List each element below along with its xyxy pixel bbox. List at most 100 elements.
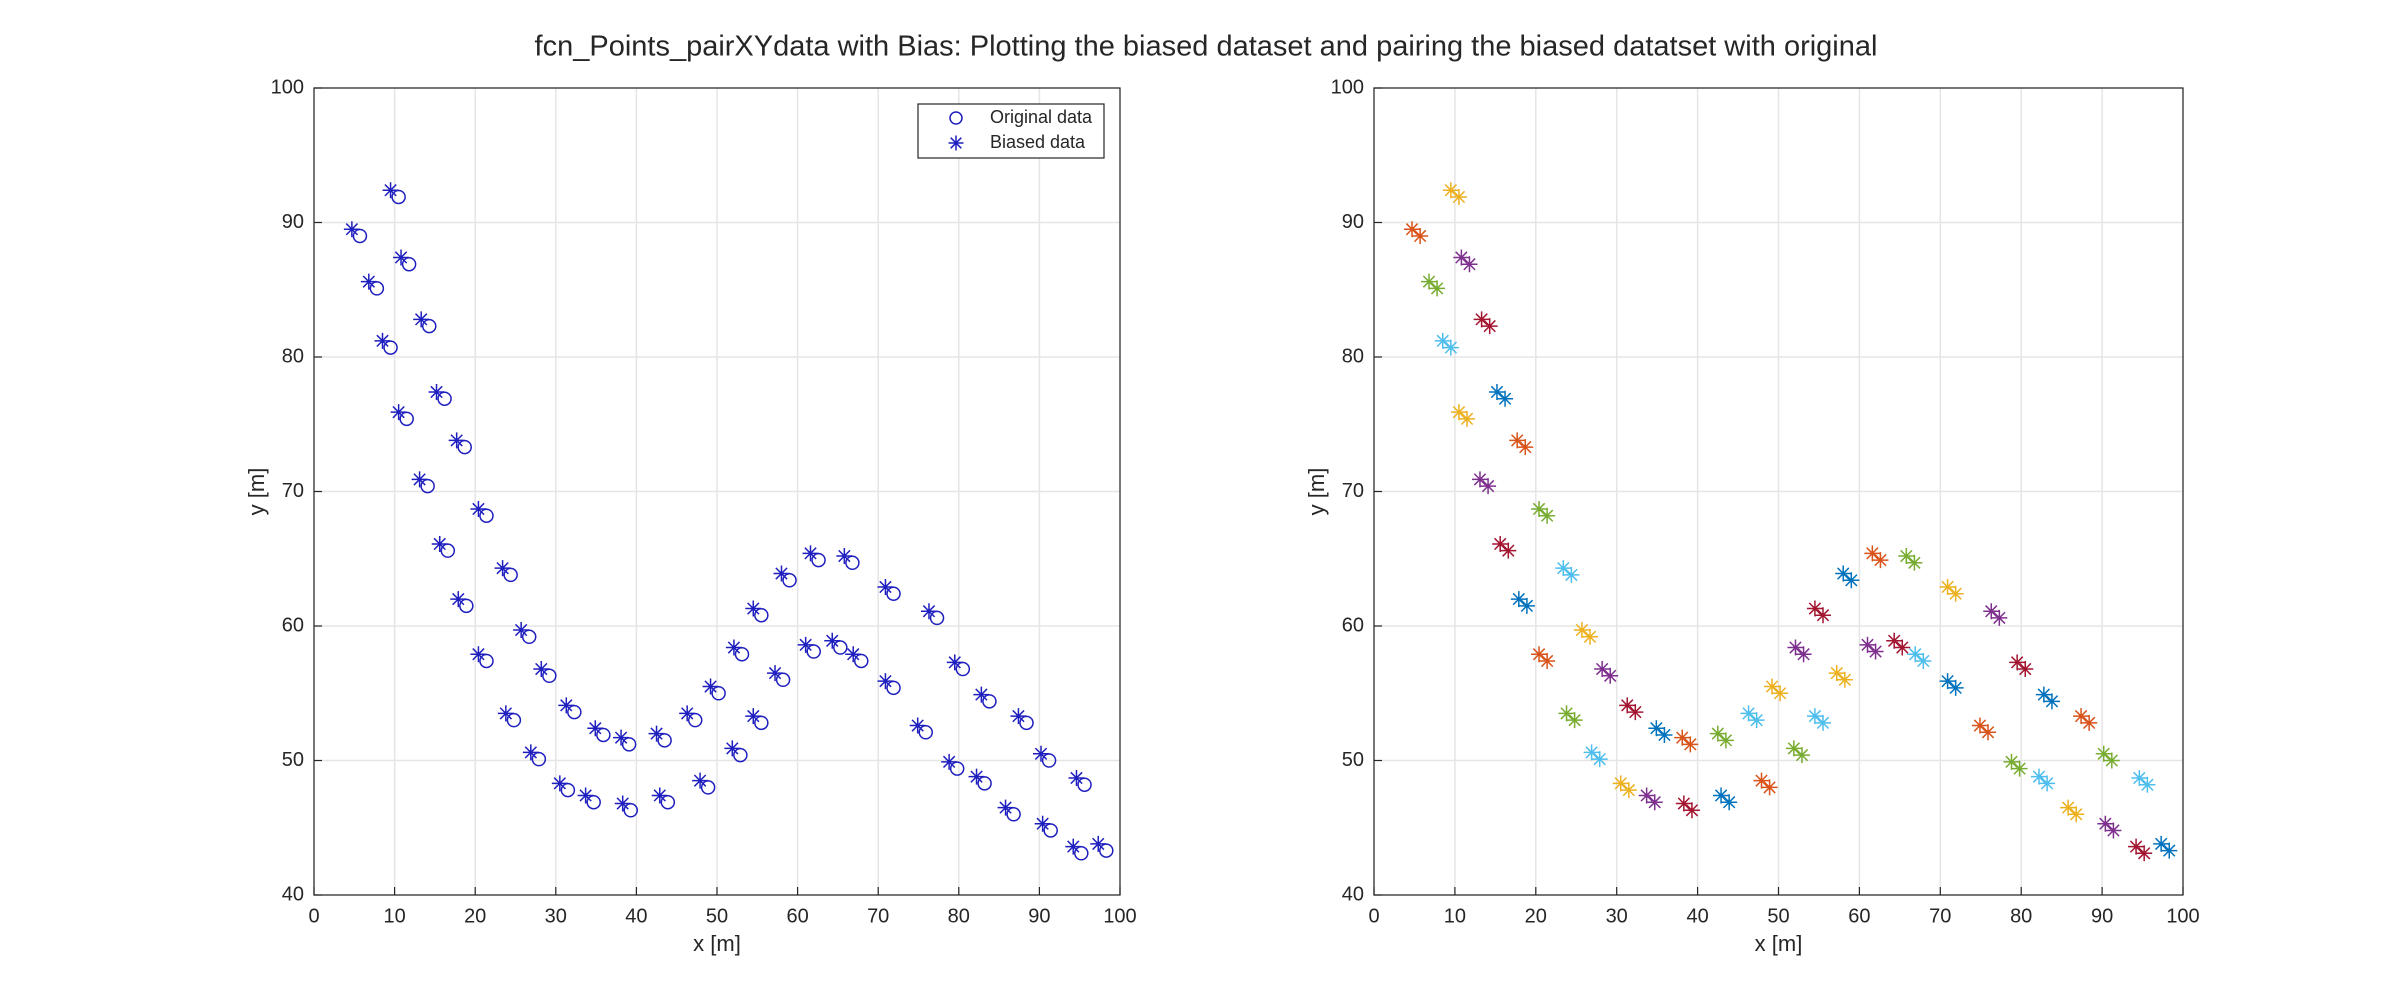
y-tick-label: 80	[1342, 345, 1364, 367]
point	[586, 794, 601, 810]
point	[651, 787, 668, 804]
point	[745, 600, 762, 617]
point	[1907, 646, 1924, 663]
point	[1099, 843, 1114, 858]
point	[1740, 705, 1757, 722]
figure-title: fcn_Points_pairXYdata with Bias: Plottin…	[535, 31, 1878, 63]
point	[1836, 671, 1853, 688]
point	[2009, 654, 2026, 671]
point	[833, 640, 848, 655]
x-tick-label: 50	[706, 905, 728, 927]
x-axis-label: x [m]	[1755, 931, 1803, 956]
x-tick-label: 90	[1028, 905, 1050, 927]
x-tick-label: 40	[625, 905, 647, 927]
legend-marker	[949, 111, 963, 125]
point	[2136, 845, 2153, 862]
point	[2073, 708, 2090, 725]
point	[1980, 724, 1997, 741]
point	[1806, 600, 1823, 617]
y-tick-label: 70	[1342, 480, 1364, 502]
point	[2003, 753, 2020, 770]
point	[1867, 643, 1884, 660]
legend-marker	[948, 135, 964, 151]
point	[533, 661, 550, 678]
point	[411, 471, 428, 488]
point	[806, 644, 821, 659]
point	[1594, 661, 1611, 678]
point	[614, 795, 631, 812]
x-tick-label: 0	[1368, 905, 1379, 927]
point	[1675, 795, 1692, 812]
point	[1753, 772, 1770, 789]
point	[1872, 552, 1889, 569]
point	[1429, 280, 1446, 297]
point	[2103, 752, 2120, 769]
point	[479, 508, 494, 523]
point	[1785, 740, 1802, 757]
point	[420, 478, 435, 494]
point	[2153, 835, 2170, 852]
y-tick-label: 50	[1342, 749, 1364, 771]
x-tick-label: 50	[1767, 905, 1789, 927]
point	[623, 803, 639, 818]
point	[1894, 639, 1911, 656]
point	[567, 704, 582, 720]
point	[1828, 665, 1845, 682]
point	[1555, 560, 1572, 577]
point	[2105, 822, 2122, 839]
x-tick-label: 70	[1929, 905, 1951, 927]
point	[1010, 708, 1027, 725]
point	[596, 727, 611, 743]
point	[1915, 652, 1932, 669]
y-tick-label: 60	[282, 614, 304, 636]
point	[1721, 794, 1738, 811]
point	[393, 249, 410, 266]
point	[448, 432, 465, 449]
x-tick-label: 100	[1103, 905, 1136, 927]
point	[886, 586, 901, 601]
point	[1591, 751, 1608, 768]
point	[1814, 607, 1831, 624]
point	[1761, 779, 1778, 796]
point	[1582, 628, 1598, 645]
point	[1043, 823, 1058, 838]
point	[413, 311, 430, 328]
legend-label: Original data	[990, 107, 1093, 127]
x-tick-label: 80	[2010, 905, 2032, 927]
point	[1772, 685, 1789, 702]
point	[811, 552, 826, 568]
x-tick-label: 60	[1848, 905, 1870, 927]
point	[382, 182, 399, 199]
point	[725, 639, 742, 656]
x-tick-label: 90	[2091, 905, 2113, 927]
point	[1068, 769, 1085, 786]
point	[2031, 768, 2047, 785]
x-tick-label: 20	[464, 905, 486, 927]
point	[1583, 744, 1600, 761]
y-tick-label: 70	[282, 480, 304, 502]
x-tick-label: 100	[2166, 905, 2199, 927]
point	[836, 548, 853, 565]
point	[1033, 745, 1050, 762]
point	[1019, 715, 1034, 731]
x-tick-label: 70	[867, 905, 889, 927]
point	[845, 555, 860, 571]
point	[1814, 714, 1831, 731]
point	[621, 737, 637, 752]
point	[2097, 815, 2114, 832]
point	[383, 340, 398, 355]
point	[692, 772, 709, 789]
point	[946, 654, 963, 671]
point	[551, 775, 568, 792]
point	[479, 653, 494, 669]
point	[343, 221, 360, 238]
point	[1488, 383, 1505, 400]
y-tick-label: 90	[282, 211, 304, 233]
point	[391, 189, 406, 205]
point	[767, 665, 784, 682]
point	[457, 439, 472, 455]
point	[470, 500, 487, 517]
point	[522, 744, 539, 761]
point	[1497, 390, 1514, 407]
point	[1492, 535, 1509, 552]
